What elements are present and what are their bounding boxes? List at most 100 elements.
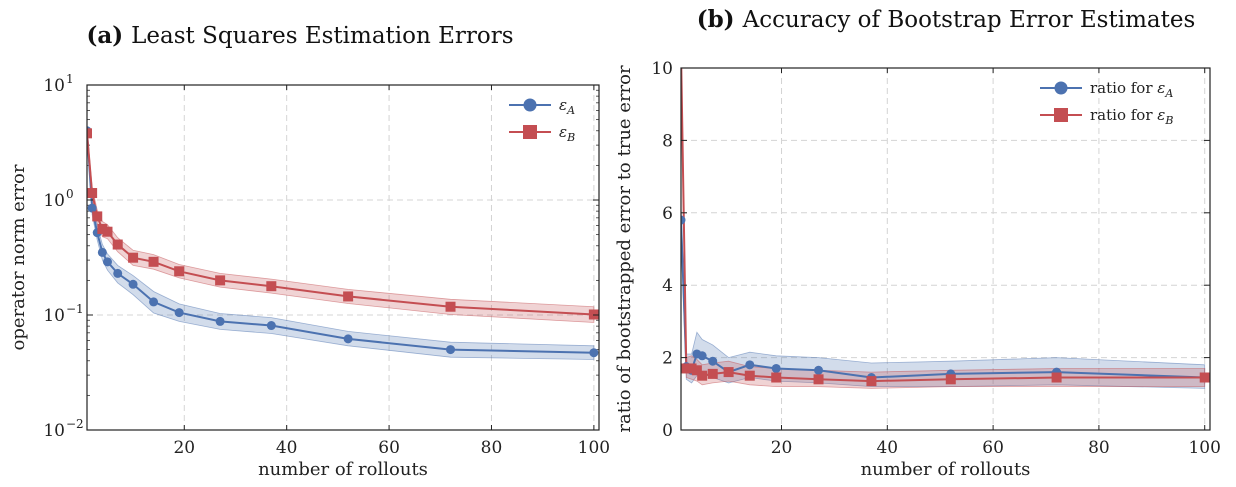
data-point — [174, 308, 184, 318]
data-point — [343, 291, 354, 302]
plot-area — [87, 126, 599, 360]
data-point — [148, 256, 159, 267]
chart-panel-b: (b) Accuracy of Bootstrap Error Estimate… — [614, 6, 1221, 480]
legend-label: εA — [559, 96, 575, 117]
data-point — [97, 247, 107, 257]
chart-title-text: Accuracy of Bootstrap Error Estimates — [742, 7, 1196, 33]
tick-label-y-exponent: −1 — [66, 302, 84, 316]
data-point — [87, 203, 97, 213]
data-point — [149, 297, 159, 307]
data-point — [112, 239, 123, 250]
tick-label-x: 80 — [1088, 438, 1110, 458]
data-point — [681, 215, 686, 225]
tick-label-y: 2 — [662, 349, 673, 369]
data-point — [266, 321, 276, 331]
tick-label-y: 10 — [43, 306, 65, 326]
y-axis-label: ratio of bootstrapped error to true erro… — [614, 65, 635, 433]
chart-title: (a) Least Squares Estimation Errors — [86, 22, 513, 49]
tick-label-y: 4 — [662, 276, 673, 296]
data-point — [707, 368, 718, 379]
tick-label-x: 100 — [578, 438, 610, 458]
tick-label-y: 6 — [662, 204, 673, 224]
data-point — [445, 301, 456, 312]
data-point — [1199, 372, 1210, 383]
tick-label-x: 60 — [982, 438, 1004, 458]
data-point — [174, 266, 185, 277]
data-point — [87, 188, 98, 199]
data-point — [945, 374, 956, 385]
series-line-a — [87, 130, 594, 354]
data-point — [102, 226, 113, 237]
data-point — [691, 365, 702, 376]
data-point — [814, 365, 824, 375]
data-point — [681, 363, 692, 374]
confidence-band-a — [87, 127, 595, 360]
data-point — [866, 376, 877, 387]
legend-label: εB — [559, 123, 575, 144]
data-point — [87, 128, 92, 139]
data-point — [1051, 372, 1062, 383]
data-point — [708, 356, 718, 366]
y-axis-label: operator norm error — [8, 164, 29, 350]
legend: ratio for εA ratio for εB — [1040, 79, 1173, 127]
tick-label-y-exponent: −2 — [66, 417, 84, 431]
legend-marker — [1054, 108, 1068, 122]
data-point — [215, 275, 226, 286]
data-point — [128, 252, 139, 263]
confidence-band-b — [87, 129, 595, 323]
tick-label-x: 60 — [378, 438, 400, 458]
tick-label-y: 10 — [43, 421, 65, 441]
data-point — [771, 363, 781, 373]
confidence-band-a — [681, 205, 1206, 389]
tick-label-y: 10 — [651, 59, 673, 79]
series-line-b — [681, 68, 1205, 383]
data-point — [697, 370, 708, 381]
data-point — [589, 348, 599, 358]
data-point — [676, 45, 686, 55]
data-point — [102, 257, 112, 267]
data-point — [97, 223, 108, 234]
tick-label-y: 8 — [662, 131, 673, 151]
chart-title-prefix: (a) — [86, 22, 131, 49]
plot-frame — [86, 84, 600, 431]
tick-label-y-exponent: 1 — [66, 72, 74, 86]
tick-label-x: 40 — [876, 438, 898, 458]
plot-frame — [680, 67, 1211, 431]
x-axis-label: number of rollouts — [258, 459, 428, 480]
chart-panel-a: (a) Least Squares Estimation Errors 20 40 6… — [8, 22, 610, 480]
tick-label-x: 20 — [771, 438, 793, 458]
chart-title-prefix: (b) — [697, 6, 743, 33]
plot-area — [676, 45, 1210, 389]
data-point — [113, 268, 123, 278]
tick-label-y: 0 — [662, 421, 673, 441]
data-point — [771, 372, 782, 383]
data-point — [92, 211, 103, 222]
tick-label-x: 80 — [481, 438, 503, 458]
data-point — [266, 281, 277, 292]
data-point — [813, 374, 824, 385]
x-axis-label: number of rollouts — [861, 459, 1031, 480]
data-point — [697, 351, 707, 361]
data-point — [744, 370, 755, 381]
tick-label-x: 40 — [276, 438, 298, 458]
series-line-b — [87, 133, 594, 316]
data-point — [343, 334, 353, 344]
legend-marker — [523, 98, 537, 112]
legend: εA εB — [509, 96, 575, 144]
tick-label-y-exponent: 0 — [66, 187, 74, 201]
tick-label-x: 100 — [1188, 438, 1220, 458]
chart-title-text: Least Squares Estimation Errors — [131, 23, 513, 49]
data-point — [128, 279, 138, 289]
legend-label: ratio for εB — [1090, 106, 1173, 127]
data-point — [745, 360, 755, 370]
data-point — [215, 316, 225, 326]
data-point — [446, 345, 456, 355]
legend-label: ratio for εA — [1090, 79, 1173, 100]
tick-label-y: 10 — [43, 191, 65, 211]
tick-label-x: 20 — [173, 438, 195, 458]
tick-label-y: 10 — [43, 76, 65, 96]
data-point — [723, 367, 734, 378]
legend-marker — [523, 125, 537, 139]
chart-title: (b) Accuracy of Bootstrap Error Estimate… — [697, 6, 1196, 33]
